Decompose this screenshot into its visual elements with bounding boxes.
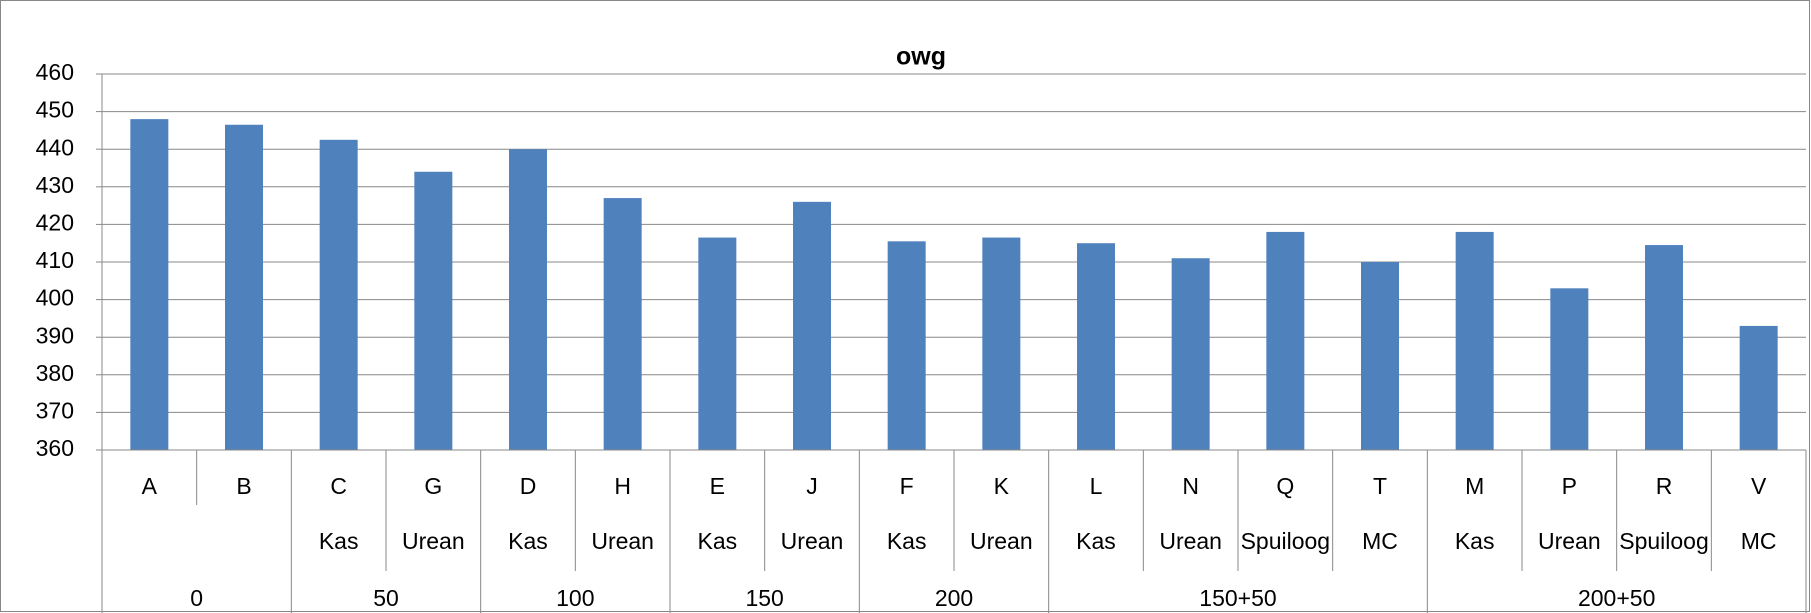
- x-tick-label: H: [614, 473, 631, 499]
- y-tick-label: 400: [36, 285, 74, 311]
- x-tick-label: M: [1465, 473, 1484, 499]
- x-tick-label: K: [994, 473, 1010, 499]
- bar: [319, 139, 358, 451]
- chart-title: owg: [896, 43, 946, 71]
- x-tick-label: V: [1751, 473, 1767, 499]
- x-group-label: 100: [556, 585, 594, 611]
- x-tick-label: T: [1373, 473, 1387, 499]
- x-tick-label: F: [900, 473, 914, 499]
- x-subcategory-label: Urean: [591, 528, 654, 554]
- bar: [1550, 288, 1589, 450]
- bar: [130, 119, 169, 451]
- x-tick-label: N: [1182, 473, 1199, 499]
- x-subcategory-label: Urean: [1538, 528, 1601, 554]
- x-group-label: 0: [190, 585, 203, 611]
- x-group-label: 200: [935, 585, 973, 611]
- x-subcategory-label: Kas: [1076, 528, 1116, 554]
- bar: [887, 241, 926, 450]
- x-tick-label: L: [1090, 473, 1103, 499]
- x-subcategory-label: Kas: [887, 528, 927, 554]
- x-subcategory-label: Urean: [970, 528, 1033, 554]
- bar: [1645, 245, 1683, 450]
- bar: [793, 201, 831, 450]
- x-tick-label: E: [710, 473, 725, 499]
- x-group-label: 50: [373, 585, 399, 611]
- x-tick-label: P: [1562, 473, 1577, 499]
- x-subcategory-label: Spuiloog: [1241, 528, 1331, 554]
- x-tick-label: J: [806, 473, 818, 499]
- bar: [1077, 243, 1115, 450]
- bar: [603, 198, 642, 450]
- bar: [414, 171, 453, 450]
- x-subcategory-label: Kas: [1455, 528, 1495, 554]
- x-tick-label: Q: [1276, 473, 1294, 499]
- x-subcategory-label: Urean: [1159, 528, 1222, 554]
- y-tick-label: 430: [36, 172, 74, 198]
- x-subcategory-label: Kas: [508, 528, 548, 554]
- x-subcategory-label: Kas: [319, 528, 359, 554]
- x-group-label: 150+50: [1199, 585, 1276, 611]
- x-tick-label: B: [236, 473, 251, 499]
- x-group-label: 150: [745, 585, 783, 611]
- y-tick-label: 390: [36, 322, 74, 348]
- bar: [225, 124, 263, 450]
- x-group-label: 200+50: [1578, 585, 1655, 611]
- bar: [509, 149, 547, 450]
- bar: [1739, 325, 1778, 450]
- x-subcategory-label: MC: [1741, 528, 1777, 554]
- x-tick-label: G: [424, 473, 442, 499]
- x-subcategory-label: MC: [1362, 528, 1398, 554]
- bar: [698, 237, 737, 450]
- y-tick-label: 420: [36, 209, 74, 235]
- bar: [1455, 231, 1494, 450]
- bar: [1266, 231, 1305, 450]
- y-tick-label: 410: [36, 247, 74, 273]
- bar: [1361, 262, 1399, 450]
- x-subcategory-label: Kas: [698, 528, 738, 554]
- y-tick-label: 460: [36, 59, 74, 85]
- bar: [1171, 258, 1210, 450]
- x-subcategory-label: Urean: [402, 528, 465, 554]
- x-tick-label: R: [1656, 473, 1673, 499]
- x-tick-label: D: [520, 473, 537, 499]
- x-subcategory-label: Urean: [781, 528, 844, 554]
- x-tick-label: C: [330, 473, 347, 499]
- y-tick-label: 450: [36, 97, 74, 123]
- y-tick-label: 440: [36, 134, 74, 160]
- bar: [982, 237, 1021, 450]
- x-subcategory-label: Spuiloog: [1619, 528, 1709, 554]
- x-tick-label: A: [142, 473, 158, 499]
- y-tick-label: 380: [36, 360, 74, 386]
- y-tick-label: 360: [36, 435, 74, 461]
- y-tick-label: 370: [36, 397, 74, 423]
